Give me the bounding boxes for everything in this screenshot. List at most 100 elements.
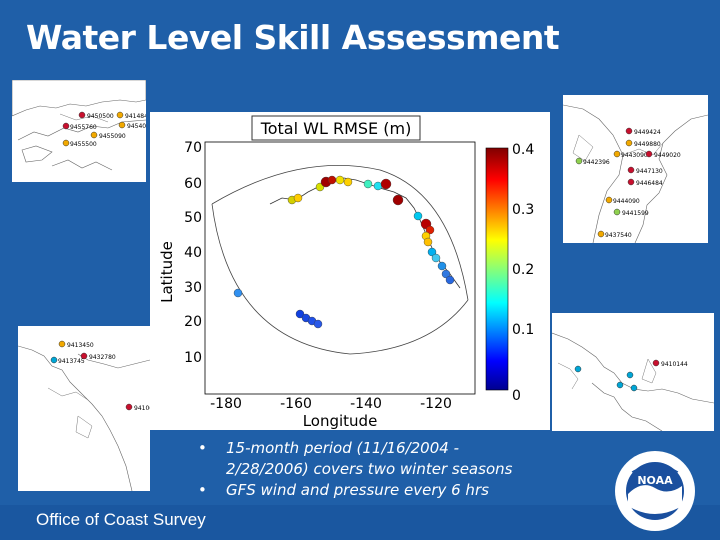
rmse-station-dot [363, 179, 373, 189]
domain-boundary [211, 165, 469, 301]
y-tick-label: 50 [184, 210, 202, 226]
station-marker [574, 365, 582, 373]
domain-boundary [211, 203, 469, 355]
station-label: 9447130 [636, 168, 663, 175]
main-rmse-map: Total WL RMSE (m) 70 60 50 40 30 20 10 L… [150, 112, 550, 430]
colorbar-tick-label: 0 [512, 388, 521, 404]
station-marker [575, 157, 583, 165]
station-label: 9437540 [605, 232, 632, 239]
x-tick-label: -160 [280, 396, 312, 412]
station-marker [605, 196, 613, 204]
footer-bar [0, 505, 720, 540]
station-label: 9414840 [125, 113, 146, 120]
rmse-station-dot [343, 177, 353, 187]
station-label: 9449020 [654, 152, 681, 159]
station-marker [125, 403, 133, 411]
x-axis-label: Longitude [303, 412, 378, 430]
inset-map-bottom-right: 9410144 [552, 313, 714, 431]
station-marker [652, 359, 660, 367]
bullet-item: • GFS wind and pressure every 6 hrs [198, 480, 512, 501]
station-marker [597, 230, 605, 238]
station-marker [62, 139, 70, 147]
bullet-item: • 15-month period (11/16/2004 - 2/28/200… [198, 438, 512, 480]
rmse-station-dot [293, 193, 303, 203]
station-marker [116, 111, 124, 119]
station-label: 9449424 [634, 129, 661, 136]
main-rmse-map-graphic: Total WL RMSE (m) 70 60 50 40 30 20 10 L… [158, 115, 534, 430]
station-marker [78, 111, 86, 119]
station-marker [627, 166, 635, 174]
bullet-text-line: GFS wind and pressure every 6 hrs [226, 481, 489, 499]
rmse-station-dot [392, 194, 404, 206]
rmse-station-dot [423, 237, 433, 247]
inset-map-bottom-left: 9413450 9413745 9432780 9410660 [18, 326, 150, 491]
station-marker [626, 371, 634, 379]
station-label: 9449880 [634, 141, 661, 148]
station-label: 9455090 [99, 133, 126, 140]
slide-title: Water Level Skill Assessment [26, 18, 560, 57]
station-label: 9442396 [583, 159, 610, 166]
station-label: 9444090 [613, 198, 640, 205]
y-tick-label: 20 [184, 314, 202, 330]
rmse-station-dot [437, 261, 447, 271]
y-tick-label: 70 [184, 140, 202, 156]
rmse-station-dot [313, 319, 323, 329]
station-label: 9410660 [134, 405, 150, 412]
colorbar-tick-label: 0.4 [512, 142, 534, 158]
station-marker [90, 131, 98, 139]
station-marker [50, 356, 58, 364]
rmse-station-dot [427, 247, 437, 257]
inset-map-bottom-right-graphic: 9410144 [552, 332, 714, 431]
x-tick-label: -140 [350, 396, 382, 412]
rmse-station-dot [295, 309, 305, 319]
station-label: 9450500 [87, 113, 114, 120]
inset-map-top-left-graphic: 9450500 9414840 9455760 9454050 9455090 … [12, 80, 146, 171]
noaa-logo-text: NOAA [637, 474, 673, 487]
rmse-station-dot [431, 253, 441, 263]
station-label: 9441599 [622, 210, 649, 217]
rmse-station-dot [445, 275, 455, 285]
inset-map-bottom-left-graphic: 9413450 9413745 9432780 9410660 [18, 340, 150, 491]
station-marker [80, 352, 88, 360]
station-marker [625, 139, 633, 147]
map-title-box [251, 115, 421, 141]
y-tick-label: 40 [184, 245, 202, 261]
y-axis-label: Latitude [158, 241, 176, 303]
station-marker [613, 150, 621, 158]
station-label: 9443090 [621, 152, 648, 159]
station-label: 9455500 [70, 141, 97, 148]
station-label: 9413745 [58, 358, 85, 365]
colorbar-tick-label: 0.2 [512, 262, 534, 278]
bullet-text-line: 2/28/2006) covers two winter seasons [226, 460, 513, 478]
x-tick-label: -180 [210, 396, 242, 412]
rmse-station-dot [335, 175, 345, 185]
map-title: Total WL RMSE (m) [260, 119, 412, 138]
bullet-marker: • [198, 439, 207, 457]
rmse-station-dot [413, 211, 423, 221]
station-label: 9413450 [67, 342, 94, 349]
rmse-station-dot [233, 288, 243, 298]
inset-map-top-right-graphic: 9449424 9449880 9443090 9449020 9447130 … [563, 104, 708, 243]
station-marker [630, 384, 638, 392]
rmse-station-dot [380, 178, 392, 190]
rmse-station-dot [327, 175, 337, 185]
inset-map-top-left: 9450500 9414840 9455760 9454050 9455090 … [12, 80, 146, 182]
station-marker [616, 381, 624, 389]
y-tick-label: 60 [184, 176, 202, 192]
footer-text: Office of Coast Survey [36, 510, 206, 529]
station-marker [625, 127, 633, 135]
y-tick-label: 10 [184, 350, 202, 366]
station-marker [627, 178, 635, 186]
station-marker [613, 208, 621, 216]
station-marker [62, 122, 70, 130]
x-tick-label: -120 [420, 396, 452, 412]
station-label: 9454050 [127, 123, 146, 130]
station-label: 9410144 [661, 361, 688, 368]
station-marker [645, 150, 653, 158]
station-marker [118, 121, 126, 129]
bullet-marker: • [198, 481, 207, 499]
colorbar [485, 147, 509, 391]
rmse-station-dot [441, 269, 451, 279]
y-tick-label: 30 [184, 280, 202, 296]
